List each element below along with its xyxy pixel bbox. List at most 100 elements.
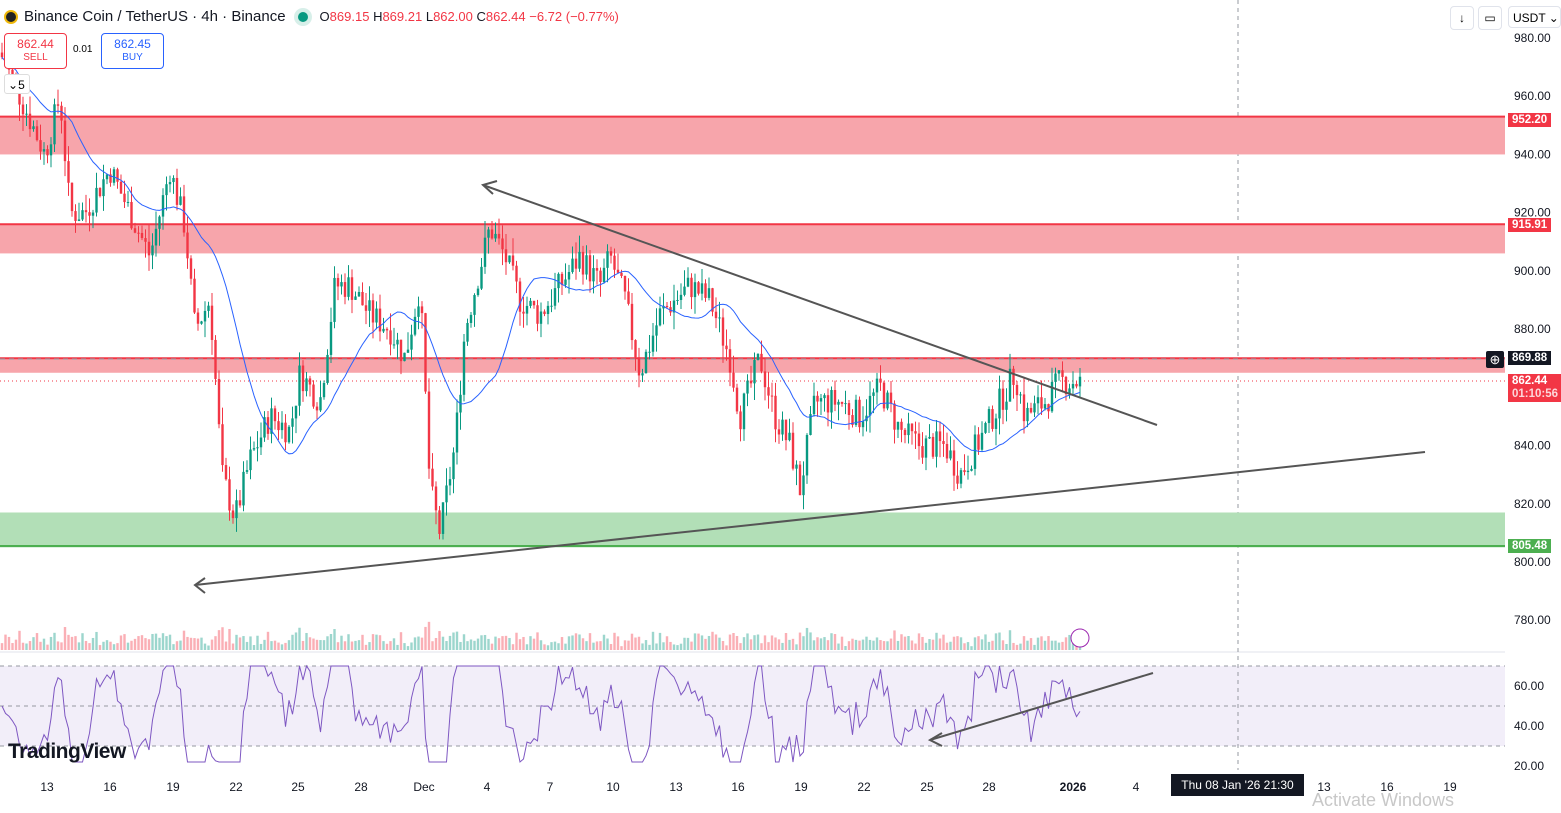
volume-bar xyxy=(329,634,333,650)
candle-body xyxy=(1029,407,1033,413)
volume-bar xyxy=(501,636,504,650)
candle-body xyxy=(532,300,536,306)
candle-body xyxy=(81,210,84,220)
volume-bar xyxy=(1001,640,1005,650)
candle-body xyxy=(252,448,256,450)
volume-bar xyxy=(966,642,970,650)
time-tick: 19 xyxy=(166,780,180,794)
candle-body xyxy=(214,339,217,379)
trendline xyxy=(194,451,1426,586)
volume-bar xyxy=(364,644,368,650)
candle-body xyxy=(679,294,683,300)
volume-bar xyxy=(256,635,259,650)
volume-bar xyxy=(144,638,147,650)
symbol-header: Binance Coin / TetherUS · 4h · Binance O… xyxy=(4,8,619,25)
volume-bar xyxy=(389,641,392,650)
candle-body xyxy=(553,288,557,306)
arrow-icon xyxy=(193,577,206,594)
volume-bar xyxy=(770,635,774,650)
candle-body xyxy=(147,241,151,256)
candle-body xyxy=(256,447,259,449)
candle-body xyxy=(847,403,851,416)
volume-bar xyxy=(928,639,931,650)
candle-body xyxy=(329,321,333,355)
volume-bar xyxy=(298,627,301,650)
volume-bar xyxy=(340,635,343,650)
add-alert-icon[interactable]: ⊕ xyxy=(1486,351,1504,368)
indicators-toggle[interactable]: ⌄5 xyxy=(4,74,30,94)
candle-body xyxy=(539,311,543,324)
candle-body xyxy=(53,104,56,145)
currency-select[interactable]: USDT ⌄ xyxy=(1508,6,1561,28)
time-tick: 28 xyxy=(982,780,996,794)
volume-bar xyxy=(949,641,952,650)
volume-bar xyxy=(847,641,851,650)
trendline xyxy=(929,672,1154,741)
volume-bar xyxy=(1064,637,1068,650)
volume-bar xyxy=(217,630,221,650)
volume-bar xyxy=(147,639,151,650)
candle-body xyxy=(931,436,935,457)
volume-bar xyxy=(473,640,476,650)
volume-bar xyxy=(63,627,67,650)
candle-body xyxy=(28,113,32,130)
candle-body xyxy=(578,251,581,269)
volume-bar xyxy=(588,633,592,650)
volume-bar xyxy=(67,634,70,650)
candle-body xyxy=(732,372,735,388)
candle-body xyxy=(424,313,427,392)
volume-bar xyxy=(235,634,238,650)
volume-bar xyxy=(1029,638,1033,650)
candle-body xyxy=(277,421,280,431)
candle-body xyxy=(490,229,494,239)
volume-bar xyxy=(963,643,966,650)
symbol-title[interactable]: Binance Coin / TetherUS · 4h · Binance xyxy=(24,8,286,25)
candle-body xyxy=(928,436,931,439)
candle-body xyxy=(105,174,109,180)
volume-bar xyxy=(903,636,907,650)
support-label: 805.48 xyxy=(1508,539,1552,553)
volume-bar xyxy=(406,646,410,650)
candle-body xyxy=(854,399,858,425)
candle-body xyxy=(189,258,193,279)
candle-body xyxy=(1036,397,1040,404)
candle-body xyxy=(676,299,679,301)
volume-bar xyxy=(532,638,536,650)
candle-body xyxy=(697,282,700,294)
candle-body xyxy=(522,311,525,314)
volume-bar xyxy=(861,639,865,650)
candle-body xyxy=(1040,397,1043,409)
candle-body xyxy=(1005,401,1008,410)
sell-button[interactable]: 862.44 SELL xyxy=(4,33,67,69)
trendline xyxy=(482,184,1158,426)
candle-body xyxy=(592,268,595,282)
fullscreen-icon[interactable]: ▭ xyxy=(1478,6,1502,30)
volume-bar xyxy=(1026,640,1029,650)
candle-body xyxy=(564,279,567,285)
candle-body xyxy=(1054,373,1057,382)
candle-body xyxy=(74,211,77,221)
volume-bar xyxy=(711,631,714,650)
volume-bar xyxy=(375,634,378,650)
volume-bar xyxy=(851,638,854,650)
buy-button[interactable]: 862.45 BUY xyxy=(101,33,164,69)
volume-bar xyxy=(98,645,102,650)
volume-bar xyxy=(543,644,546,650)
candle-body xyxy=(1050,381,1054,412)
volume-bar xyxy=(361,634,364,650)
candle-body xyxy=(606,251,609,268)
volume-bar xyxy=(172,644,175,650)
candle-body xyxy=(921,446,924,458)
candle-body xyxy=(704,283,707,298)
candle-body xyxy=(1008,368,1012,402)
arrow-down-icon[interactable]: ↓ xyxy=(1450,6,1474,30)
volume-bar xyxy=(959,637,963,650)
volume-bar xyxy=(1036,637,1040,650)
candle-body xyxy=(466,322,469,342)
candle-body xyxy=(88,212,91,216)
volume-bar xyxy=(893,630,896,650)
volume-bar xyxy=(109,641,112,650)
candle-body xyxy=(70,182,74,212)
volume-bar xyxy=(102,641,105,650)
